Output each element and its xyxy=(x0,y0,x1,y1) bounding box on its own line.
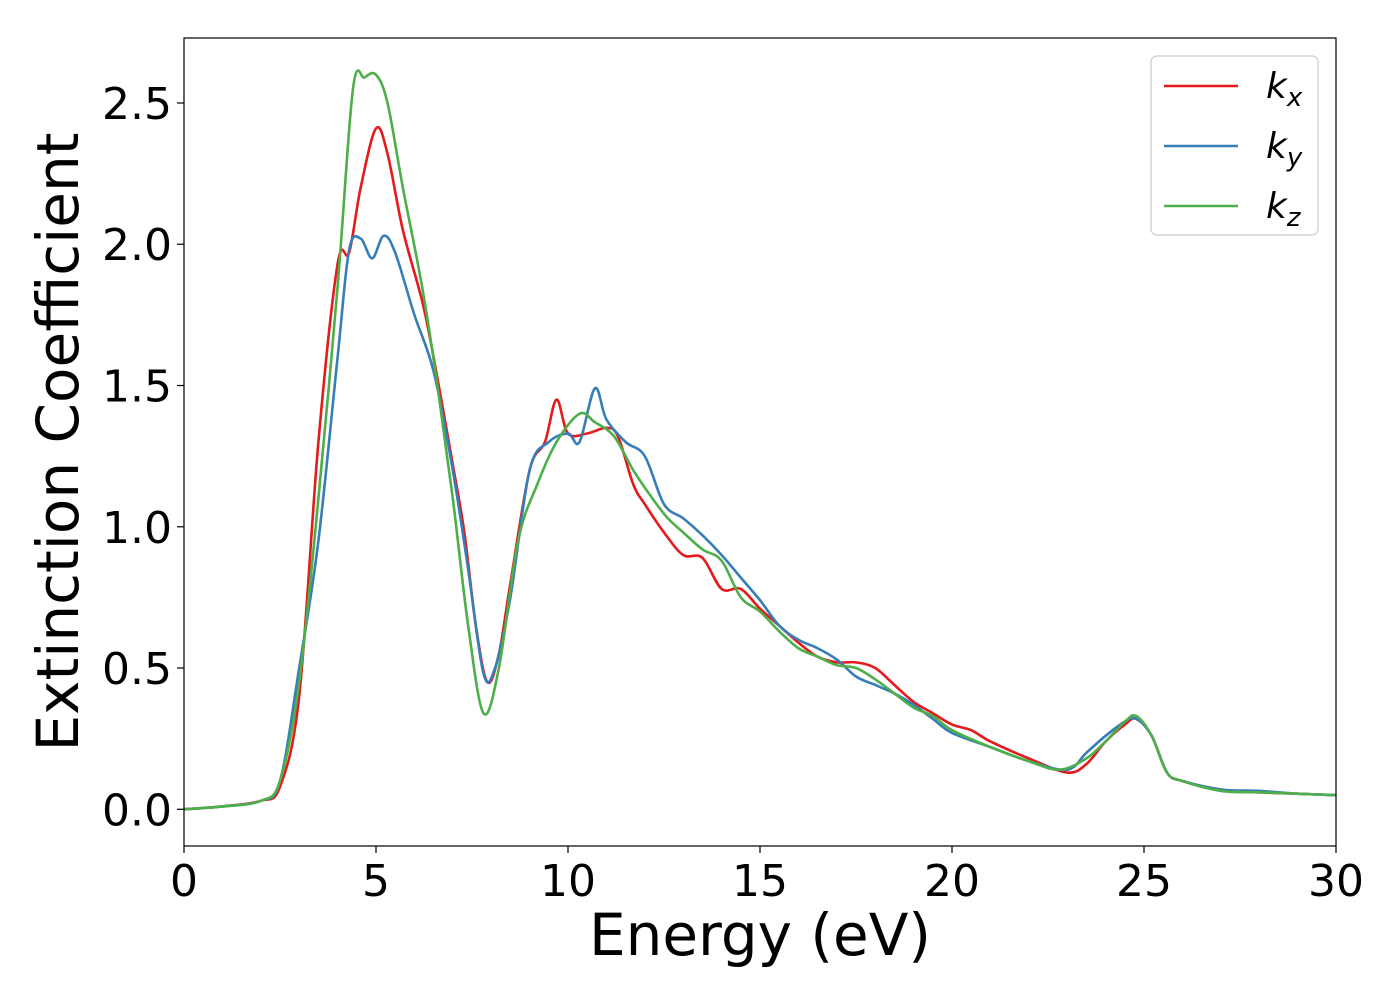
y-tick-label: 1.0 xyxy=(102,503,172,554)
x-tick-label: 5 xyxy=(362,856,390,907)
y-axis-label: Extinction Coefficient xyxy=(24,133,92,752)
legend-label-kz: kz xyxy=(1266,186,1302,233)
series-line-kx xyxy=(184,125,1336,811)
x-tick-label: 0 xyxy=(170,856,198,907)
x-tick-label: 30 xyxy=(1308,856,1364,907)
y-tick-label: 2.5 xyxy=(102,79,172,130)
x-tick-label: 15 xyxy=(732,856,788,907)
x-tick-label: 25 xyxy=(1116,856,1172,907)
series-line-kz xyxy=(184,69,1336,811)
legend-label-ky: ky xyxy=(1266,126,1303,173)
plot-area: 0 5 10 15 20 25 30 0.0 0.5 1.0 1.5 2.0 2.5 kx ky kz xyxy=(102,37,1364,907)
y-tick-label: 0.5 xyxy=(102,644,172,695)
x-tick-label: 10 xyxy=(540,856,596,907)
legend-label-kx: kx xyxy=(1266,66,1303,113)
x-axis-label: Energy (eV) xyxy=(589,901,931,969)
series-line-ky xyxy=(184,234,1336,811)
y-tick-label: 1.5 xyxy=(102,361,172,412)
y-tick-label: 0.0 xyxy=(102,785,172,836)
x-tick-label: 20 xyxy=(924,856,980,907)
y-tick-label: 2.0 xyxy=(102,220,172,271)
